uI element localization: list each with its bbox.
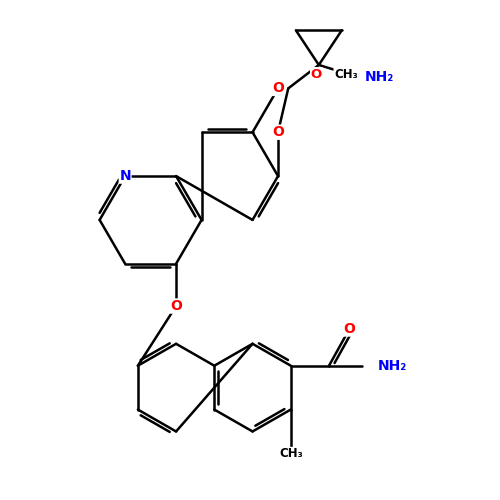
Text: N: N xyxy=(120,169,131,183)
Text: NH₂: NH₂ xyxy=(364,70,394,84)
Text: O: O xyxy=(170,299,182,313)
Text: O: O xyxy=(310,68,322,80)
Text: O: O xyxy=(272,82,284,96)
Text: CH₃: CH₃ xyxy=(334,68,358,80)
Text: CH₃: CH₃ xyxy=(279,448,302,460)
Text: O: O xyxy=(344,322,355,336)
Text: O: O xyxy=(272,126,284,140)
Text: NH₂: NH₂ xyxy=(378,358,406,372)
